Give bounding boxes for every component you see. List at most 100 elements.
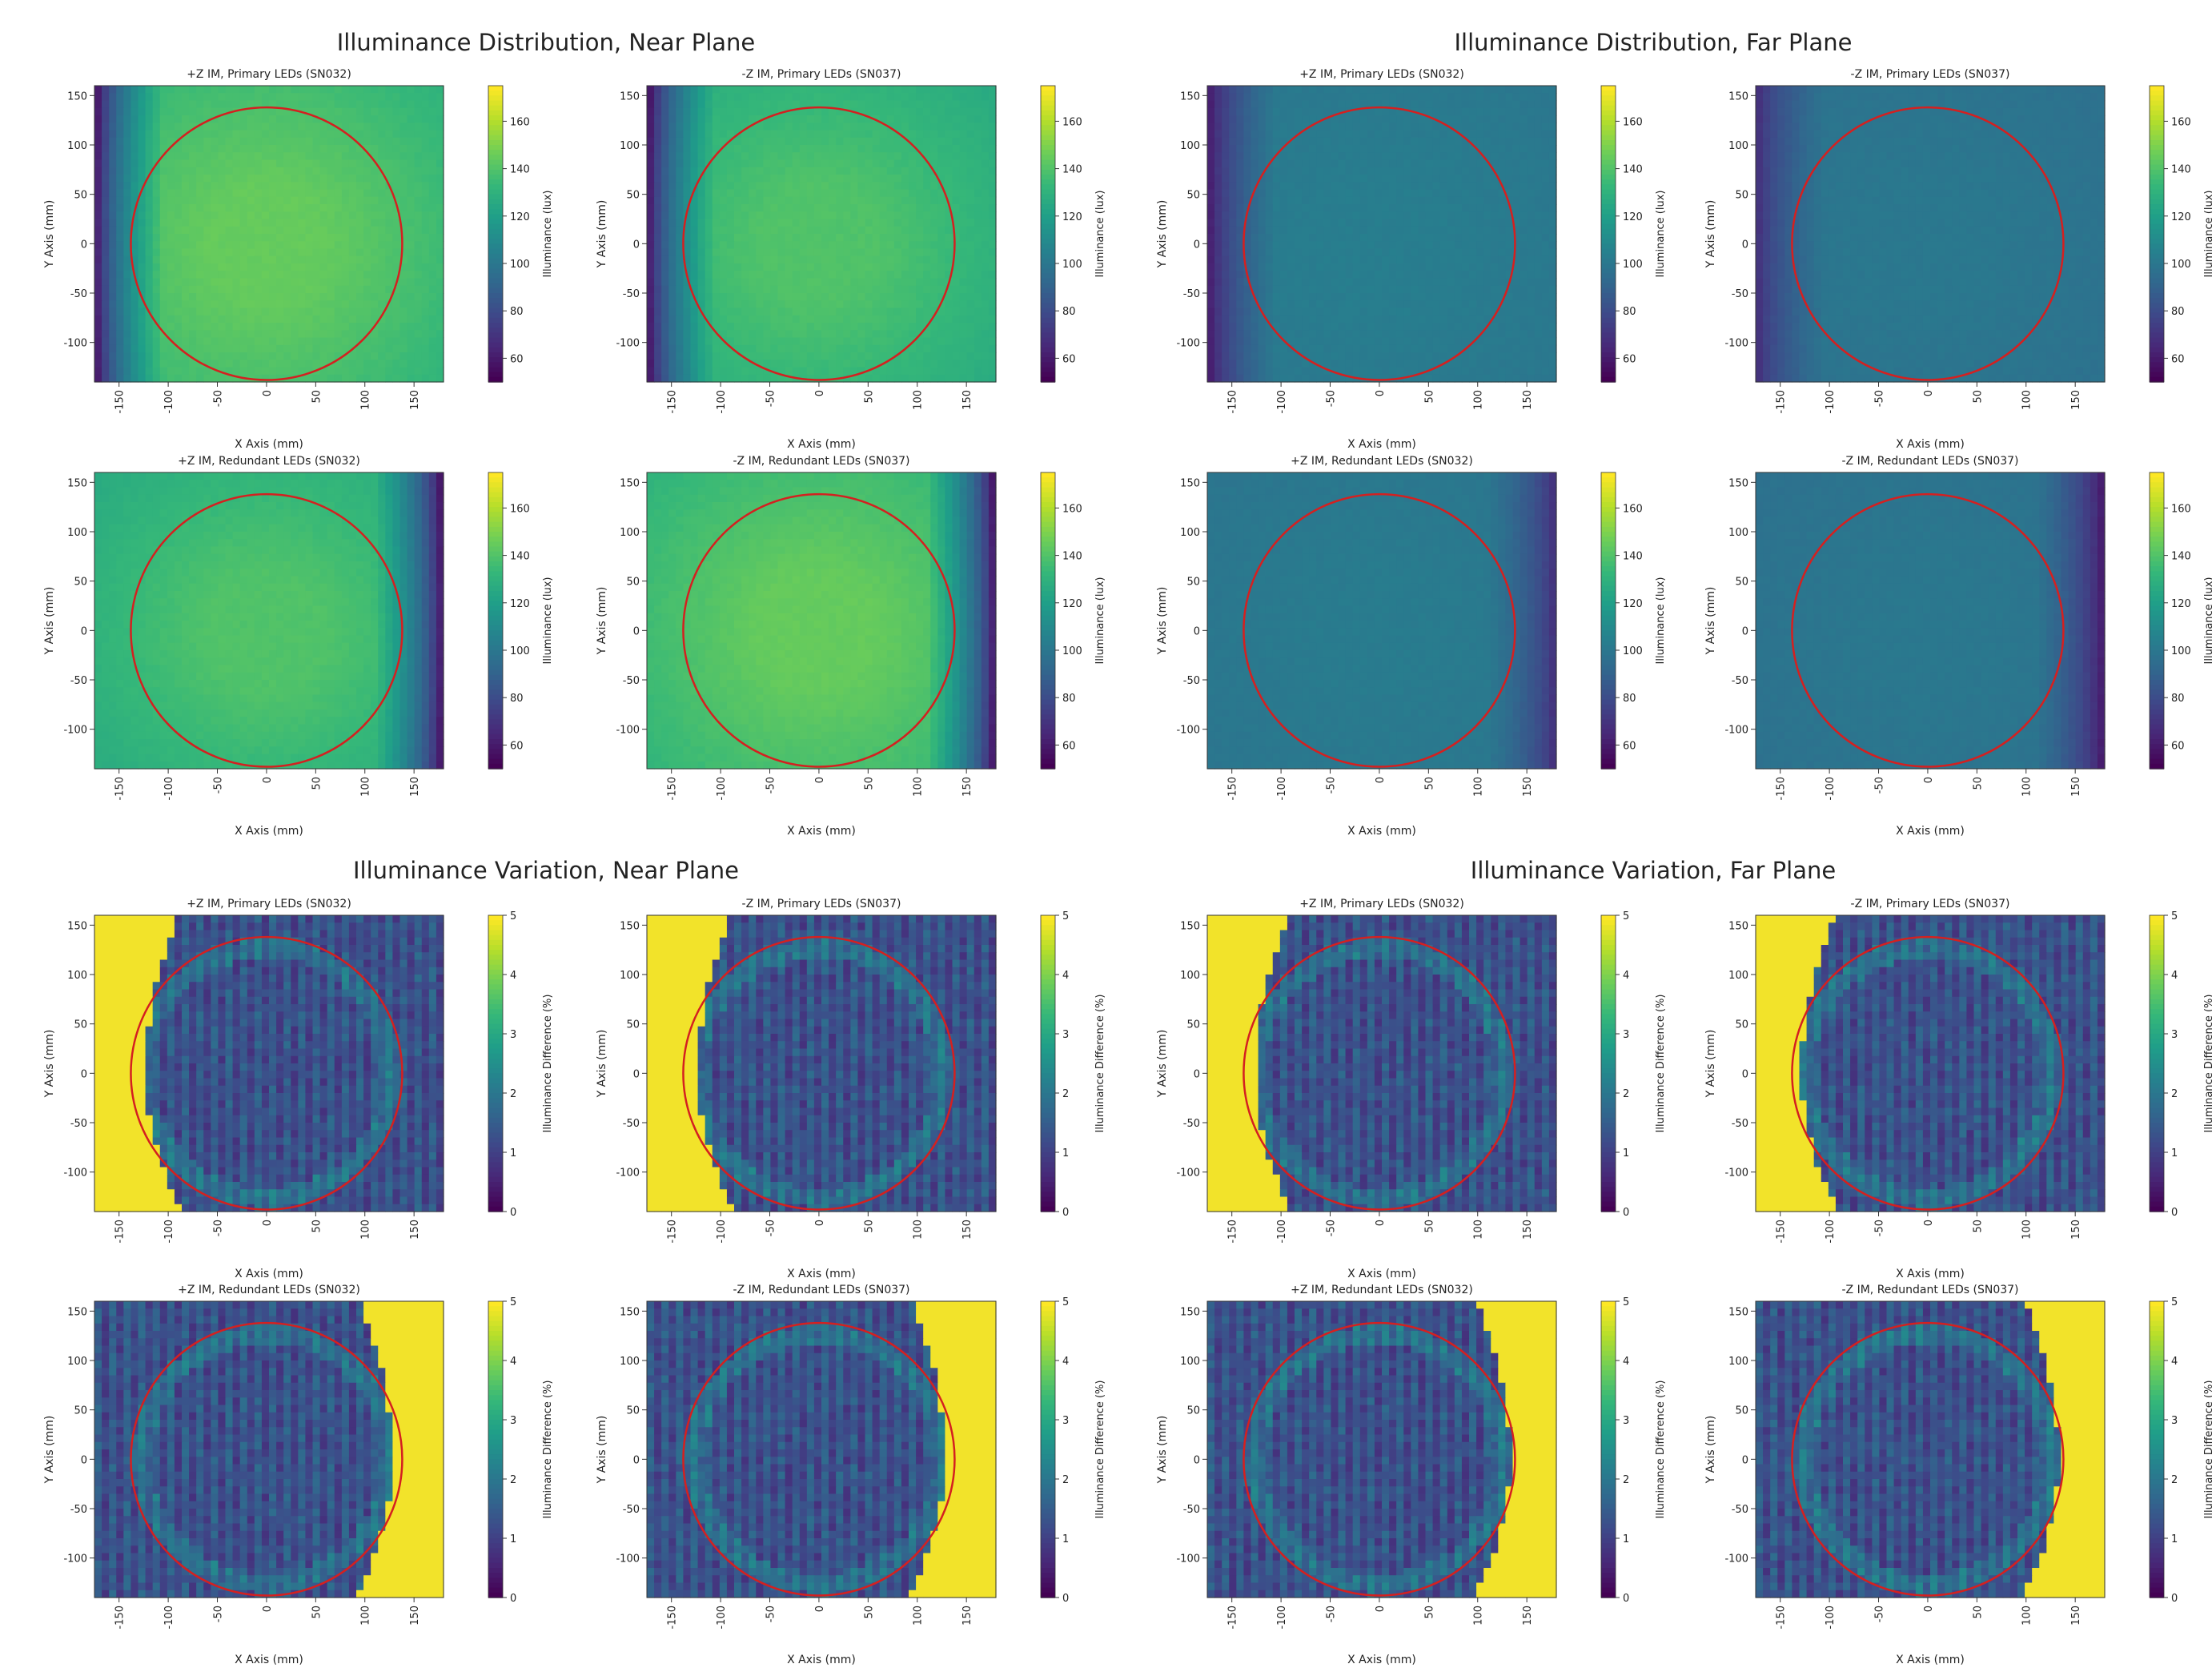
y-tick-label: 150 (620, 1306, 640, 1318)
section-title-variation-far: Illuminance Variation, Far Plane (1293, 857, 2013, 884)
y-tick-label: 0 (1194, 1454, 1200, 1466)
colorbar-label: Illuminance Difference (%) (542, 995, 554, 1133)
x-tick-label: 0 (1375, 777, 1387, 783)
y-tick-label: 50 (626, 190, 640, 202)
colorbar-tick-label: 2 (510, 1088, 516, 1100)
y-tick-label: -50 (70, 1504, 87, 1516)
colorbar-tick-label: 2 (2171, 1088, 2178, 1100)
colorbar-tick-label: 0 (1062, 1207, 1069, 1219)
colorbar-tick-label: 100 (1062, 645, 1082, 657)
y-tick-label: -50 (1183, 1118, 1200, 1130)
colorbar-tick-label: 60 (1623, 353, 1636, 365)
y-tick-label: 150 (620, 90, 640, 102)
x-tick-label: -150 (1776, 1220, 1788, 1244)
y-tick-label: 150 (1728, 90, 1748, 102)
x-tick-label: 100 (360, 777, 372, 797)
colorbar-tick-label: 160 (1062, 116, 1082, 128)
y-tick-label: -100 (1724, 1168, 1748, 1180)
x-tick-label: 100 (913, 1220, 925, 1240)
heatmap-panel-dist-far-pz-primary: +Z IM, Primary LEDs (SN032) -150 -100 -50 0 5… (1156, 68, 1667, 451)
panel-title: -Z IM, Redundant LEDs (SN037) (1842, 1284, 2019, 1296)
colorbar-tick-label: 140 (1623, 551, 1643, 563)
y-axis-label: Y Axis (mm) (1156, 587, 1169, 656)
y-tick-label: 50 (74, 1019, 87, 1031)
colorbar: 160 140 120 100 80 60 (1600, 85, 1643, 383)
colorbar-tick-label: 120 (2171, 211, 2191, 223)
y-tick-label: 50 (74, 577, 87, 589)
x-tick-label: -150 (667, 1220, 679, 1244)
heatmap-cells (647, 472, 997, 770)
x-tick-label: -150 (1776, 390, 1788, 414)
colorbar-tick-label: 5 (1062, 910, 1069, 922)
x-tick-label: 0 (262, 1220, 274, 1226)
x-tick-label: -150 (667, 390, 679, 414)
colorbar-tick-label: 4 (2171, 970, 2178, 982)
colorbar-tick-label: 100 (1623, 259, 1643, 271)
x-tick-label: -100 (163, 1220, 175, 1244)
colorbar-tick-label: 80 (1623, 306, 1636, 318)
colorbar-tick-label: 2 (1623, 1088, 1629, 1100)
x-tick-label: 50 (1423, 1606, 1435, 1619)
x-tick-label: -100 (1825, 1220, 1837, 1244)
y-tick-label: -100 (63, 338, 87, 350)
y-tick-label: 0 (81, 625, 87, 637)
y-tick-label: 0 (633, 239, 640, 251)
reference-circle (1242, 106, 1516, 381)
x-tick-label: -100 (1825, 777, 1837, 801)
colorbar-tick-label: 120 (510, 211, 530, 223)
x-axis-label: X Axis (mm) (787, 825, 856, 838)
heatmap-panel-dist-near-mz-redundant: -Z IM, Redundant LEDs (SN037) -150 -100 -50… (596, 455, 1106, 838)
colorbar-tick-label: 4 (2171, 1356, 2178, 1368)
x-axis-label: X Axis (mm) (1347, 825, 1416, 838)
colorbar-tick-label: 4 (1623, 1356, 1629, 1368)
x-tick-label: 100 (360, 390, 372, 410)
colorbar-tick-label: 100 (2171, 645, 2191, 657)
x-tick-label: -100 (1825, 1606, 1837, 1630)
y-tick-label: 150 (1728, 920, 1748, 932)
colorbar-tick-label: 60 (510, 740, 524, 752)
y-tick-label: -100 (1176, 338, 1200, 350)
colorbar-tick-label: 100 (510, 259, 530, 271)
x-tick-label: 150 (409, 777, 421, 797)
heatmap-cells (1207, 915, 1557, 1212)
reference-circle (682, 492, 956, 768)
heatmap-panel-var-near-pz-primary: +Z IM, Primary LEDs (SN032)-150 -100 -50 0 5… (43, 898, 554, 1280)
x-tick-label: 0 (1375, 1606, 1387, 1612)
colorbar: 160 140 120 100 80 60 (488, 85, 530, 383)
colorbar-tick-label: 120 (510, 598, 530, 610)
colorbar-tick-label: 1 (1623, 1147, 1629, 1160)
y-tick-label: 50 (1186, 577, 1200, 589)
reference-circle (1791, 935, 2065, 1211)
y-tick-label: 100 (620, 1356, 640, 1368)
reference-circle (1791, 492, 2065, 768)
y-tick-label: 50 (1735, 190, 1748, 202)
heatmap-cells (94, 472, 444, 770)
section-title-distribution-near: Illuminance Distribution, Near Plane (186, 29, 906, 56)
x-tick-label: 150 (2070, 1220, 2082, 1240)
x-tick-label: 150 (2070, 1606, 2082, 1626)
colorbar-label: Illuminance (lux) (542, 577, 554, 665)
y-tick-label: 50 (626, 577, 640, 589)
y-tick-label: 100 (1728, 970, 1748, 982)
colorbar-label: Illuminance (lux) (2203, 191, 2212, 278)
x-tick-label: -50 (765, 1606, 777, 1622)
y-tick-label: 100 (1180, 140, 1200, 152)
y-tick-label: 50 (1735, 1405, 1748, 1417)
heatmap-cells (1756, 86, 2106, 383)
y-tick-label: -50 (70, 675, 87, 687)
x-tick-label: 0 (814, 1606, 826, 1612)
colorbar-tick-label: 60 (2171, 740, 2185, 752)
x-tick-label: -100 (1276, 1606, 1288, 1630)
colorbar-tick-label: 80 (1623, 693, 1636, 705)
y-axis-label: Y Axis (mm) (1156, 1030, 1169, 1099)
x-tick-label: 150 (1522, 1606, 1534, 1626)
heatmap-cells (1756, 1301, 2106, 1598)
x-tick-label: 150 (961, 1606, 974, 1626)
colorbar-tick-label: 0 (1623, 1593, 1629, 1605)
y-tick-label: 150 (620, 920, 640, 932)
x-tick-label: 150 (409, 1606, 421, 1626)
colorbar-tick-label: 1 (1062, 1147, 1069, 1160)
heatmap-panel-dist-near-pz-redundant: +Z IM, Redundant LEDs (SN032) -150 -100 -50… (43, 455, 554, 838)
x-axis-label: X Axis (mm) (787, 1268, 856, 1280)
y-tick-label: 100 (67, 140, 87, 152)
